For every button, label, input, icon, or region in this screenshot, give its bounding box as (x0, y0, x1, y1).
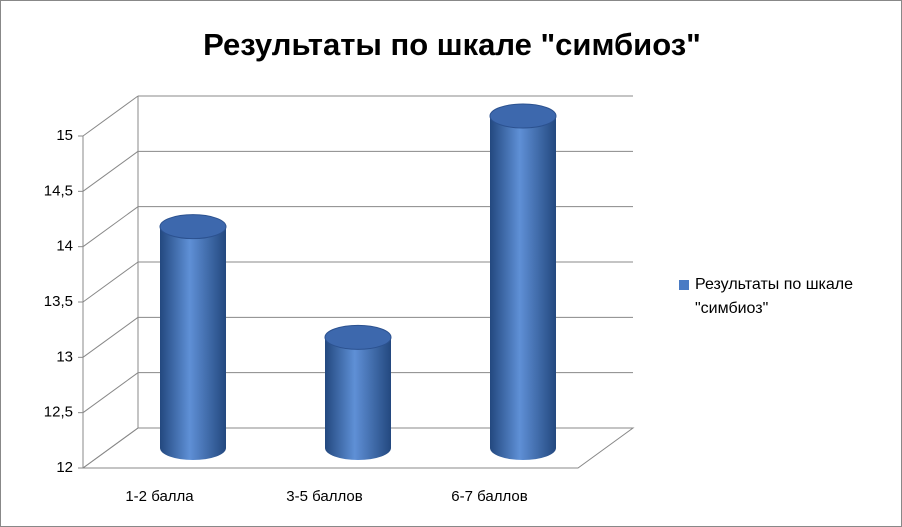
y-tick-label: 15 (56, 127, 73, 144)
grid-line (82, 150, 139, 192)
x-tick-label: 3-5 баллов (286, 488, 362, 505)
bar-top (324, 324, 392, 350)
y-tick-label: 14,5 (44, 182, 73, 199)
legend: Результаты по шкале "симбиоз" (679, 273, 894, 321)
grid-line (82, 95, 139, 137)
grid-line (82, 427, 139, 469)
bar-top (159, 214, 227, 240)
chart-title: Результаты по шкале "симбиоз" (203, 27, 701, 62)
grid-line (82, 206, 139, 248)
bar (160, 226, 226, 460)
x-tick-label: 1-2 балла (125, 488, 194, 505)
y-tick-label: 13,5 (44, 293, 73, 310)
bar-top (489, 103, 557, 129)
legend-swatch (679, 280, 689, 290)
y-tick-label: 13 (56, 348, 73, 365)
y-tick-label: 12,5 (44, 404, 73, 421)
grid-line (82, 372, 139, 414)
y-tick-label: 12 (56, 459, 73, 476)
x-tick-label: 6-7 баллов (451, 488, 527, 505)
y-tick-label: 14 (56, 238, 73, 255)
grid-line (82, 316, 139, 358)
bar (490, 116, 556, 460)
legend-label: Результаты по шкале "симбиоз" (695, 276, 854, 317)
grid-line (82, 261, 139, 303)
bar (325, 337, 391, 460)
